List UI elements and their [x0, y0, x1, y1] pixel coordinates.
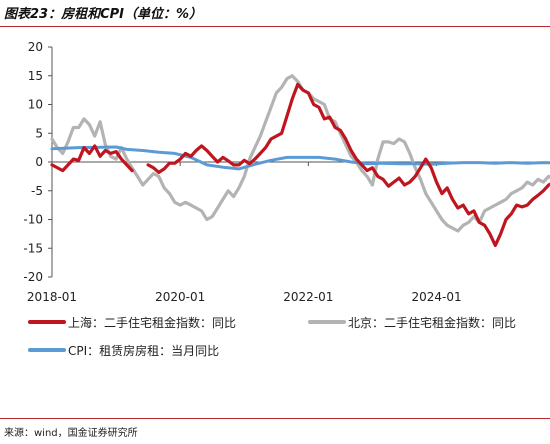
y-tick-label: -20 [23, 270, 43, 284]
y-tick-label: 20 [28, 40, 43, 54]
y-tick-label: -15 [23, 241, 43, 255]
source-note: 来源：wind，国金证券研究所 [4, 428, 138, 439]
title-rule [0, 26, 550, 27]
x-tick-label: 2020-01 [155, 290, 205, 304]
y-tick-label: -10 [23, 213, 43, 227]
line-chart: 20 15 10 5 0 -5 -10 -15 -20 2018-01 2020-01 2022-01… [23, 40, 550, 358]
x-tick-label: 2024-01 [411, 290, 461, 304]
y-tick-label: 0 [35, 155, 43, 169]
y-tick-label: 10 [28, 98, 43, 112]
series-lines [50, 74, 550, 247]
series-line-1 [146, 82, 550, 247]
axes: 20 15 10 5 0 -5 -10 -15 -20 2018-01 2020-01 2022-01… [23, 40, 538, 304]
y-tick-label: 15 [28, 69, 43, 83]
y-tick-label: -5 [31, 184, 43, 198]
y-tick-label: 5 [35, 126, 43, 140]
x-tick-label: 2022-01 [283, 290, 333, 304]
source-rule [0, 418, 550, 419]
series-line-3 [50, 145, 550, 171]
chart-title: 图表23：房租和CPI（单位：%） [4, 7, 203, 22]
legend-label: 上海：二手住宅租金指数：同比 [68, 315, 236, 330]
legend-label: 北京：二手住宅租金指数：同比 [348, 315, 516, 330]
legend: 上海：二手住宅租金指数：同比 北京：二手住宅租金指数：同比 CPI：租赁房房租：当月… [28, 315, 516, 358]
legend-label: CPI：租赁房房租：当月同比 [68, 343, 219, 358]
series-line-2 [50, 74, 550, 233]
series-line-0 [50, 144, 134, 173]
x-tick-label: 2018-01 [27, 290, 77, 304]
